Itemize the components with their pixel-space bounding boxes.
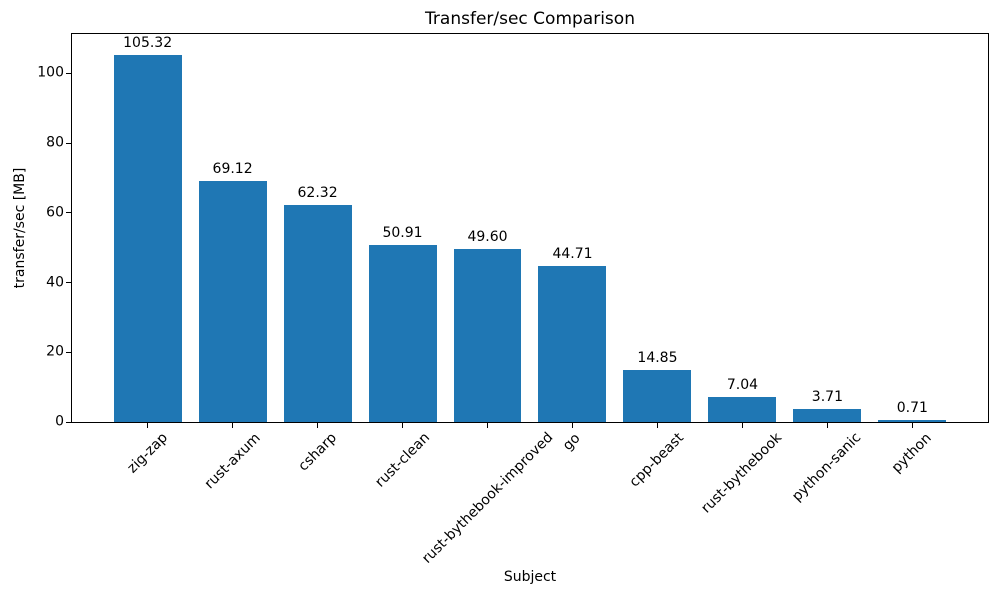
y-tick-label: 100 xyxy=(37,64,64,81)
x-tick-label: rust-bythebook-improved xyxy=(418,429,556,568)
bar-value-label: 3.71 xyxy=(811,389,843,406)
y-tick-label: 40 xyxy=(46,274,64,291)
y-tick-mark xyxy=(66,142,71,144)
y-tick-label: 20 xyxy=(46,343,64,360)
x-tick-label: rust-clean xyxy=(371,429,433,491)
x-tick-label: python-sanic xyxy=(789,429,865,506)
bar-value-label: 7.04 xyxy=(726,377,759,394)
y-tick-label: 60 xyxy=(46,204,64,221)
x-tick-mark xyxy=(402,423,404,428)
bar xyxy=(283,204,352,422)
y-tick-label: 0 xyxy=(55,413,64,430)
x-tick-mark xyxy=(232,423,234,428)
y-tick-mark xyxy=(66,72,71,74)
bar xyxy=(368,244,437,422)
x-tick-label: rust-bythebook xyxy=(698,430,786,517)
chart-title: Transfer/sec Comparison xyxy=(425,9,635,29)
bar xyxy=(793,409,862,422)
x-tick-label: cpp-beast xyxy=(626,429,688,491)
y-tick-label: 80 xyxy=(46,134,64,151)
y-tick-mark xyxy=(66,212,71,214)
bar xyxy=(623,370,692,422)
x-tick-mark xyxy=(911,423,913,428)
bar-value-label: 14.85 xyxy=(637,350,678,367)
x-tick-label: rust-axum xyxy=(201,430,264,493)
bar-value-label: 49.60 xyxy=(467,229,508,246)
x-tick-mark xyxy=(487,423,488,428)
x-tick-label: go xyxy=(560,429,585,454)
x-axis-label: Subject xyxy=(503,569,557,585)
bar-value-label: 50.91 xyxy=(382,224,423,241)
x-tick-label: python xyxy=(889,429,936,476)
bar xyxy=(878,419,947,422)
bar-value-label: 0.71 xyxy=(896,399,928,416)
bar-value-label: 105.32 xyxy=(123,35,173,52)
x-tick-mark xyxy=(571,423,573,428)
bar xyxy=(198,181,267,422)
x-tick-mark xyxy=(147,423,149,428)
bar xyxy=(538,266,607,422)
bar xyxy=(113,54,182,422)
y-tick-mark xyxy=(66,282,71,284)
bar xyxy=(453,249,522,422)
bar-value-label: 62.32 xyxy=(297,184,338,201)
bar-value-label: 44.71 xyxy=(552,246,593,263)
bar-value-label: 69.12 xyxy=(212,161,253,178)
x-tick-mark xyxy=(826,423,828,428)
y-tick-mark xyxy=(66,421,71,423)
x-tick-label: csharp xyxy=(294,429,340,475)
y-tick-mark xyxy=(66,351,71,353)
x-tick-mark xyxy=(741,423,743,428)
x-tick-mark xyxy=(317,423,319,428)
y-axis-label: transfer/sec [MB] xyxy=(12,167,28,289)
x-tick-label: zig-zap xyxy=(124,429,171,477)
x-tick-mark xyxy=(656,423,658,428)
bar xyxy=(708,397,777,422)
